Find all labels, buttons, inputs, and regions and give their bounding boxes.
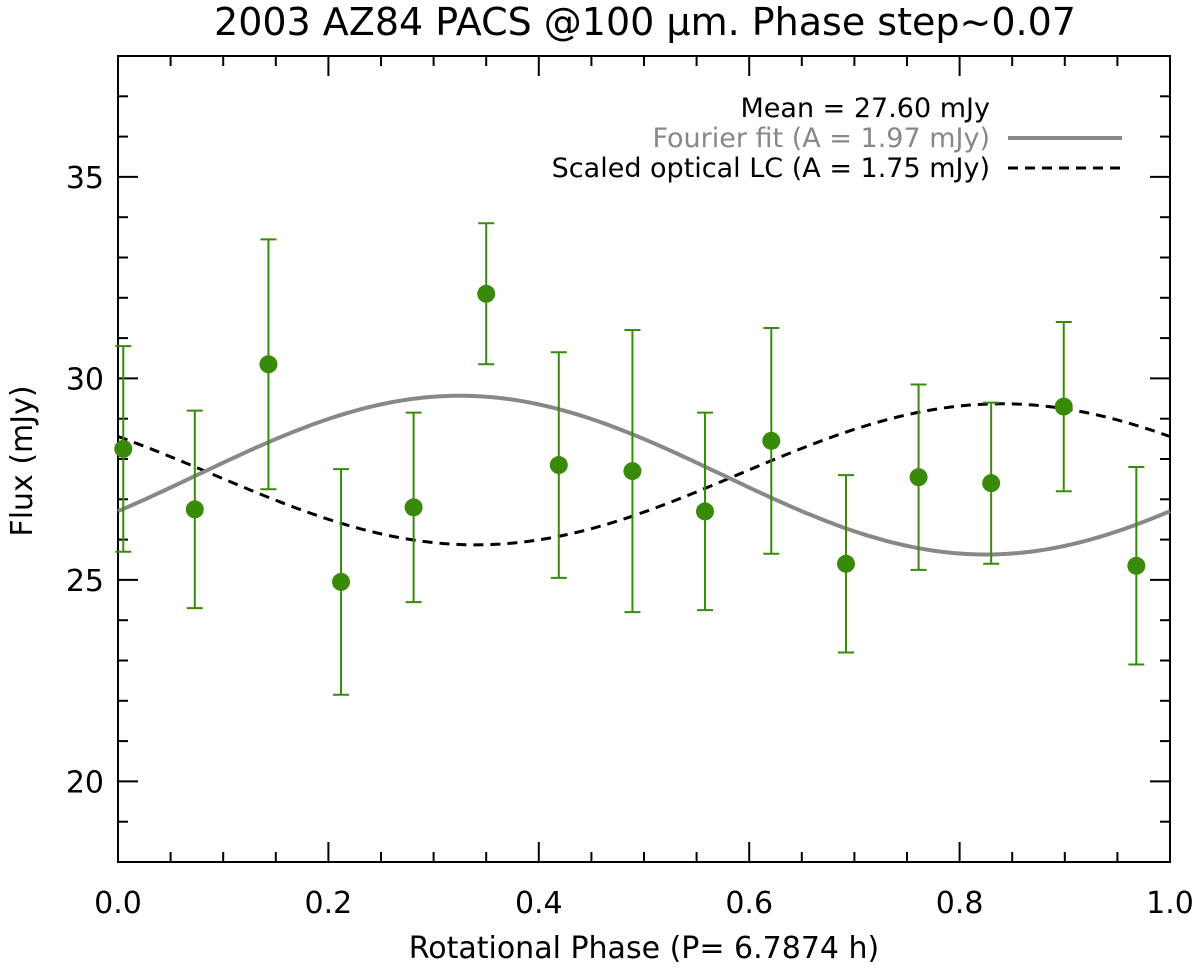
data-point-group <box>1127 466 1146 666</box>
data-point-group <box>762 327 781 555</box>
data-point <box>982 474 1001 493</box>
data-point <box>549 456 568 475</box>
data-point <box>1054 397 1073 416</box>
data-point <box>1127 556 1146 575</box>
y-tick-label: 35 <box>66 161 104 196</box>
data-point <box>623 462 642 481</box>
data-point-group <box>332 468 351 696</box>
data-point <box>836 554 855 573</box>
data-point <box>477 284 496 303</box>
x-tick-label: 0.2 <box>305 886 353 921</box>
data-point-group <box>477 222 496 366</box>
fourier-fit-curve <box>117 393 1171 557</box>
data-point-group <box>696 411 715 612</box>
axis-ticks <box>117 55 1171 862</box>
data-points <box>114 222 1146 696</box>
x-tick-label: 0.4 <box>515 886 563 921</box>
x-tick-label: 1.0 <box>1146 886 1194 921</box>
data-point-group <box>623 329 642 614</box>
data-point <box>762 431 781 450</box>
x-tick-labels: 0.0 0.2 0.4 0.6 0.8 1.0 <box>94 886 1194 921</box>
legend: Mean = 27.60 mJy Fourier fit (A = 1.97 m… <box>552 93 1122 184</box>
data-point-group <box>836 474 855 654</box>
y-tick-labels: 20 25 30 35 <box>66 161 104 801</box>
y-axis-label: Flux (mJy) <box>5 385 40 536</box>
data-point <box>696 502 715 521</box>
data-point-group <box>1054 320 1073 493</box>
chart-title: 2003 AZ84 PACS @100 μm. Phase step~0.07 <box>214 0 1076 44</box>
data-point-group <box>549 351 568 579</box>
data-point <box>114 439 133 458</box>
y-tick-label: 20 <box>66 765 104 800</box>
data-point <box>332 572 351 591</box>
data-point <box>404 498 423 517</box>
legend-mean: Mean = 27.60 mJy <box>741 93 990 124</box>
optical-lc-curve <box>117 402 1171 547</box>
legend-fourier-label: Fourier fit (A = 1.97 mJy) <box>652 123 990 154</box>
data-point-group <box>259 238 278 491</box>
y-tick-label: 30 <box>66 362 104 397</box>
data-point-group <box>114 345 133 553</box>
data-point-group <box>404 411 423 604</box>
x-tick-label: 0.8 <box>936 886 984 921</box>
data-point <box>909 468 928 487</box>
data-point-group <box>185 409 204 610</box>
y-tick-label: 25 <box>66 564 104 599</box>
data-point-group <box>909 383 928 571</box>
data-point <box>259 355 278 374</box>
x-tick-label: 0.6 <box>725 886 773 921</box>
legend-optical-label: Scaled optical LC (A = 1.75 mJy) <box>552 153 990 184</box>
x-axis-label: Rotational Phase (P= 6.7874 h) <box>409 931 880 966</box>
data-point-group <box>982 401 1001 565</box>
x-tick-label: 0.0 <box>94 886 142 921</box>
data-point <box>185 500 204 519</box>
